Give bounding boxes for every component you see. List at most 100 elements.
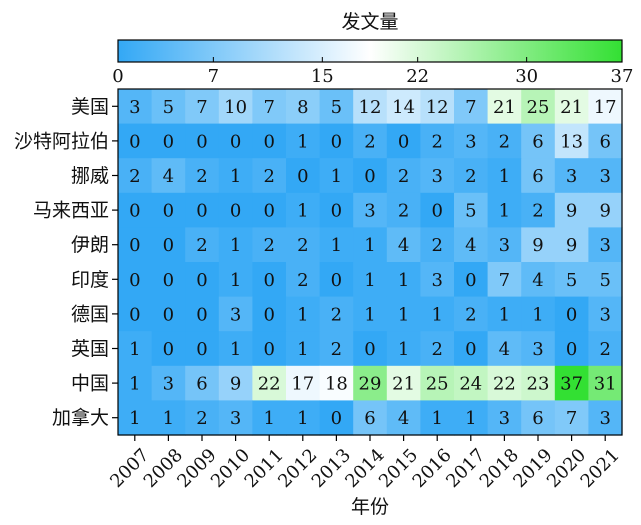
heatmap-cell <box>588 296 623 332</box>
cell-value-label: 0 <box>163 235 174 256</box>
heatmap-cell <box>487 296 522 332</box>
cell-value-label: 3 <box>499 408 510 429</box>
heatmap-cell <box>218 158 253 194</box>
heatmap-cell <box>487 400 522 436</box>
cell-value-label: 1 <box>431 304 442 325</box>
cell-value-label: 2 <box>532 201 543 222</box>
heatmap-cell <box>487 123 522 159</box>
heatmap-cell <box>521 192 556 228</box>
heatmap-cell <box>252 192 287 228</box>
heatmap-cell <box>588 192 623 228</box>
heatmap-cell <box>286 89 321 125</box>
cell-value-label: 0 <box>163 201 174 222</box>
cell-value-label: 9 <box>566 201 577 222</box>
cell-value-label: 1 <box>499 201 510 222</box>
cell-value-label: 0 <box>263 339 274 360</box>
heatmap-cell <box>353 296 388 332</box>
cell-value-label: 0 <box>331 270 342 291</box>
cell-value-label: 18 <box>325 374 348 395</box>
colorbar-tick-label: 15 <box>311 66 334 87</box>
cell-value-label: 0 <box>566 304 577 325</box>
cell-value-label: 2 <box>431 339 442 360</box>
heatmap-cell <box>386 296 421 332</box>
cell-value-label: 1 <box>364 270 375 291</box>
heatmap-cell <box>252 331 287 367</box>
cell-value-label: 1 <box>364 235 375 256</box>
cell-value-label: 17 <box>291 374 314 395</box>
heatmap-cell <box>185 296 220 332</box>
cell-value-label: 1 <box>297 304 308 325</box>
cell-value-label: 5 <box>599 270 610 291</box>
heatmap-cell <box>252 89 287 125</box>
cell-value-label: 2 <box>196 408 207 429</box>
cell-value-label: 6 <box>532 166 543 187</box>
cell-value-label: 0 <box>129 304 140 325</box>
cell-value-label: 1 <box>297 339 308 360</box>
heatmap-cell <box>420 89 455 125</box>
cell-value-label: 7 <box>499 270 510 291</box>
heatmap-cell <box>454 89 489 125</box>
cell-value-label: 25 <box>426 374 449 395</box>
heatmap-cell <box>554 89 589 125</box>
cell-value-label: 3 <box>163 374 174 395</box>
heatmap-cell <box>588 227 623 263</box>
heatmap-cell <box>353 262 388 298</box>
cell-value-label: 1 <box>532 304 543 325</box>
heatmap-cell <box>218 123 253 159</box>
heatmap-cell <box>319 192 354 228</box>
heatmap-cells <box>118 89 623 436</box>
heatmap-cell <box>353 158 388 194</box>
heatmap-cell <box>454 192 489 228</box>
cell-value-label: 21 <box>493 97 516 118</box>
cell-value-label: 31 <box>594 374 617 395</box>
cell-value-label: 0 <box>331 131 342 152</box>
cell-value-label: 4 <box>499 339 510 360</box>
heatmap-cell <box>386 400 421 436</box>
heatmap-cell <box>118 227 153 263</box>
cell-value-label: 5 <box>163 97 174 118</box>
heatmap-cell <box>554 296 589 332</box>
heatmap-cell <box>420 296 455 332</box>
cell-value-label: 24 <box>459 374 482 395</box>
heatmap-cell <box>588 89 623 125</box>
cell-value-label: 1 <box>297 131 308 152</box>
heatmap-cell <box>319 400 354 436</box>
y-tick-label: 英国 <box>71 338 109 360</box>
cell-value-label: 22 <box>258 374 281 395</box>
heatmap-cell <box>118 192 153 228</box>
heatmap-cell <box>454 227 489 263</box>
cell-value-label: 6 <box>532 408 543 429</box>
cell-value-label: 3 <box>499 235 510 256</box>
cell-value-label: 3 <box>566 166 577 187</box>
heatmap-cell <box>319 296 354 332</box>
heatmap-cell <box>252 227 287 263</box>
heatmap-cell <box>386 89 421 125</box>
heatmap-cell <box>554 365 589 401</box>
heatmap-cell <box>319 158 354 194</box>
cell-value-label: 3 <box>431 270 442 291</box>
cell-value-label: 4 <box>398 235 409 256</box>
cell-value-label: 8 <box>297 97 308 118</box>
cell-value-label: 2 <box>331 339 342 360</box>
cell-value-label: 1 <box>163 408 174 429</box>
heatmap-cell <box>386 331 421 367</box>
heatmap-cell <box>151 262 186 298</box>
heatmap-cell <box>386 123 421 159</box>
cell-value-label: 17 <box>594 97 617 118</box>
cell-value-label: 2 <box>196 166 207 187</box>
cell-value-label: 1 <box>364 304 375 325</box>
cell-value-label: 2 <box>398 201 409 222</box>
cell-value-label: 2 <box>431 131 442 152</box>
heatmap-cell <box>554 400 589 436</box>
heatmap-cell <box>218 296 253 332</box>
cell-value-label: 37 <box>560 374 583 395</box>
cell-value-label: 1 <box>230 235 241 256</box>
cell-value-label: 9 <box>532 235 543 256</box>
cell-value-label: 0 <box>163 270 174 291</box>
heatmap-cell <box>521 158 556 194</box>
cell-value-label: 0 <box>331 408 342 429</box>
heatmap-cell <box>185 123 220 159</box>
heatmap-cell <box>319 123 354 159</box>
cell-value-label: 2 <box>431 235 442 256</box>
heatmap-cell <box>286 158 321 194</box>
